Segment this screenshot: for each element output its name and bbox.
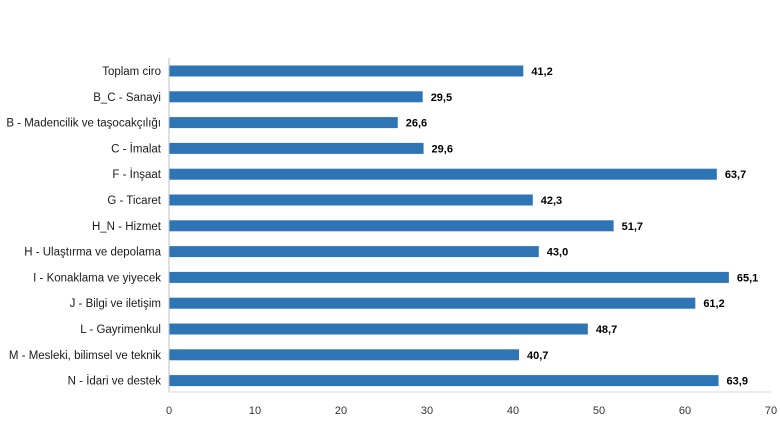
bar [169,142,424,154]
x-tick-label: 40 [507,405,519,417]
bar [169,246,539,258]
category-label: N - İdari ve destek [68,375,162,388]
x-tick-label: 70 [765,405,777,417]
bar [169,323,588,335]
category-label: G - Ticaret [107,195,161,207]
bar [169,168,717,180]
bar [169,349,520,361]
value-label: 51,7 [622,221,643,233]
value-label: 41,2 [531,66,552,78]
category-label: B - Madencilik ve taşocakçılığı [6,118,161,130]
value-label: 63,7 [725,169,746,181]
bar [169,271,729,283]
bar [169,297,696,309]
x-tick-label: 30 [421,405,433,417]
x-tick-label: 60 [679,405,691,417]
category-label: J - Bilgi ve iletişim [70,298,161,310]
bar [169,194,533,206]
value-label: 61,2 [703,298,724,310]
bar [169,65,524,77]
category-label: H_N - Hizmet [92,221,162,233]
x-tick-label: 20 [335,405,347,417]
value-label: 26,6 [406,118,427,130]
category-label: B_C - Sanayi [93,92,161,104]
value-label: 48,7 [596,324,617,336]
bar [169,220,614,232]
category-label: H - Ulaştırma ve depolama [24,247,161,259]
value-label: 42,3 [541,195,562,207]
category-label: F - İnşaat [112,168,161,181]
bar [169,91,423,103]
bars-layer: Toplam ciro 41,2 B_C - Sanayi 29,5 B - Maden… [6,65,758,388]
category-label: M - Mesleki, bilimsel ve teknik [9,350,161,362]
value-label: 43,0 [547,247,568,259]
bar [169,375,719,387]
x-tick-label: 10 [249,405,261,417]
value-label: 29,6 [432,143,453,155]
x-axis-ticks: 0 10 20 30 40 50 60 70 [166,405,777,417]
value-label: 29,5 [431,92,452,104]
value-label: 40,7 [527,350,548,362]
value-label: 65,1 [737,272,758,284]
category-label: L - Gayrimenkul [80,324,161,336]
x-tick-label: 50 [593,405,605,417]
category-label: Toplam ciro [102,66,161,78]
x-tick-label: 0 [166,405,172,417]
value-label: 63,9 [727,376,748,388]
category-label: C - İmalat [111,142,162,155]
bar [169,117,398,129]
category-label: I - Konaklama ve yiyecek [33,272,161,284]
